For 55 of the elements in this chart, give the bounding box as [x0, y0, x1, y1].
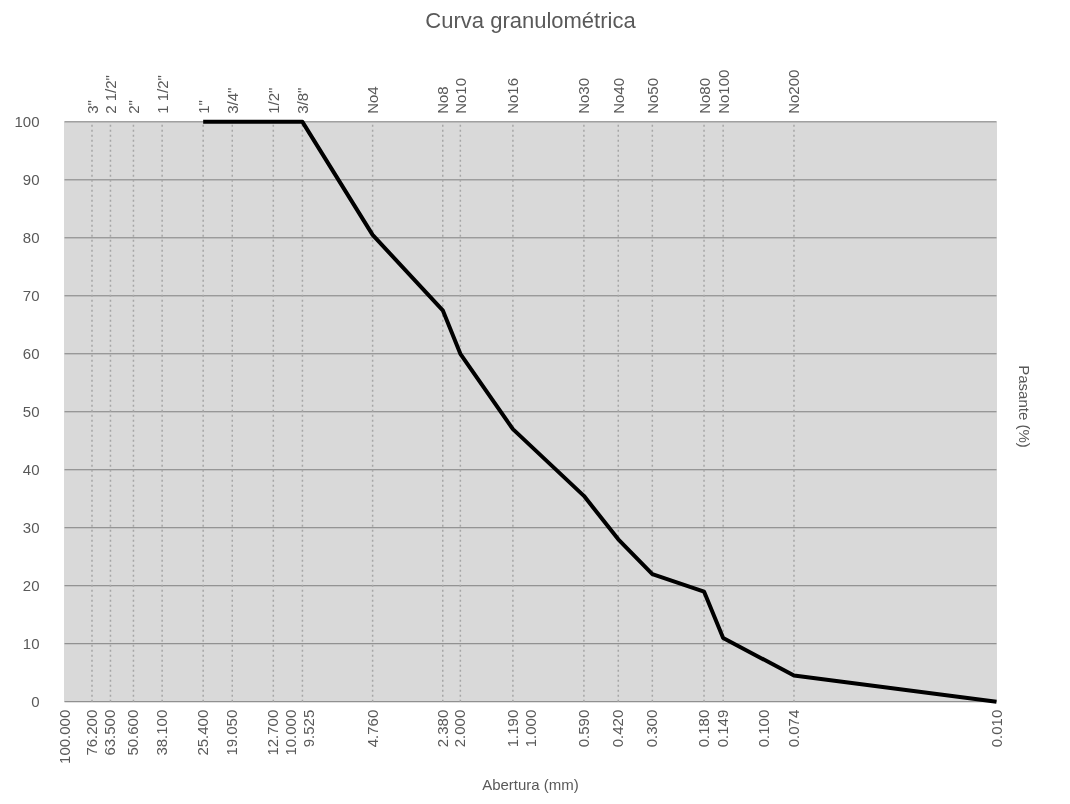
annotation: No40	[609, 77, 627, 114]
annotation: No80	[695, 77, 713, 114]
y-tick-label: 50	[22, 402, 40, 420]
x-tick-label: 0.420	[609, 709, 627, 748]
y-tick-label: 40	[22, 460, 40, 478]
annotation: No8	[434, 86, 452, 114]
x-tick-label: 19.050	[223, 709, 241, 756]
x-tick-label: 50.600	[124, 709, 142, 756]
annotation: 2 1/2"	[101, 75, 119, 114]
annotation: 2"	[124, 100, 142, 114]
x-tick-label: 12.700	[264, 709, 282, 756]
x-tick-label: 38.100	[153, 709, 171, 756]
x-tick-label: 1.000	[521, 709, 539, 748]
x-axis-title: Abertura (mm)	[482, 775, 579, 793]
y-tick-label: 80	[22, 228, 40, 246]
annotation: 3/8"	[293, 87, 311, 114]
x-tick-label: 0.010	[987, 709, 1005, 748]
x-tick-label: 0.100	[754, 709, 772, 748]
x-tick-label: 76.200	[83, 709, 100, 756]
x-tick-label: 1.190	[503, 709, 521, 748]
x-tick-label: 0.590	[574, 709, 592, 748]
y-tick-label: 30	[22, 518, 40, 536]
annotation: No30	[575, 77, 593, 114]
x-tick-label: 0.300	[643, 709, 661, 748]
x-tick-label: 10.000	[281, 709, 299, 756]
x-tick-label: 9.525	[300, 709, 318, 748]
y-tick-label: 0	[31, 692, 40, 710]
annotation: 3"	[83, 100, 101, 114]
x-tick-label: 0.074	[784, 709, 802, 748]
x-tick-label: 0.180	[695, 709, 713, 748]
annotation: No50	[643, 77, 661, 114]
y-tick-label: 60	[22, 344, 40, 362]
y-tick-label: 20	[22, 576, 40, 594]
annotation: 3/4"	[223, 87, 241, 114]
x-tick-label: 0.149	[714, 709, 732, 748]
annotation: 1"	[194, 100, 212, 114]
chart-title: Curva granulométrica	[425, 7, 637, 33]
annotation: 1 1/2"	[153, 75, 171, 114]
annotation: No10	[451, 77, 469, 114]
x-tick-label: 4.760	[363, 709, 381, 748]
y-tick-label: 100	[14, 112, 40, 130]
annotation: 1/2"	[264, 87, 282, 114]
x-tick-label: 2.380	[433, 709, 451, 748]
x-tick-label: 2.000	[451, 709, 469, 748]
annotation: No4	[364, 86, 382, 114]
annotation: No200	[785, 69, 803, 114]
y-axis-title: Pasante (%)	[1015, 365, 1033, 448]
y-tick-label: 70	[22, 286, 40, 304]
x-tick-label: 100.000	[55, 709, 73, 764]
x-tick-label: 25.400	[194, 709, 212, 756]
x-tick-label: 63.500	[101, 709, 119, 756]
y-tick-label: 90	[22, 170, 40, 188]
annotation: No100	[714, 69, 732, 114]
annotation: No16	[504, 77, 522, 114]
y-tick-label: 10	[22, 634, 40, 652]
